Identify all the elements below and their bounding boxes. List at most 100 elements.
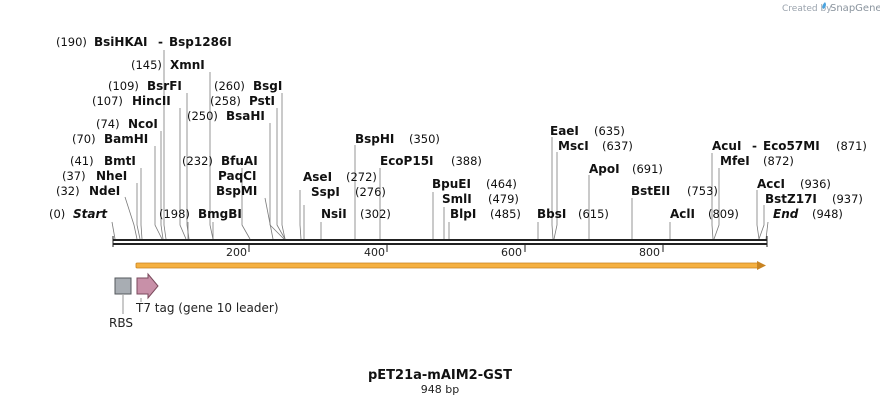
- site-nhei[interactable]: (37) NheI: [62, 169, 127, 183]
- svg-text:BbsI: BbsI: [537, 207, 566, 221]
- site-eaei[interactable]: EaeI (635): [550, 124, 625, 138]
- site-bspmi[interactable]: BspMI: [216, 184, 257, 198]
- svg-text:NcoI: NcoI: [128, 117, 158, 131]
- rbs-label: RBS: [109, 316, 133, 330]
- tick-label-800: 800: [639, 246, 660, 259]
- svg-text:NdeI: NdeI: [89, 184, 120, 198]
- site-psti[interactable]: (258) PstI: [210, 94, 275, 108]
- svg-text:AccI: AccI: [757, 177, 785, 191]
- site-smli[interactable]: SmlI (479): [442, 192, 519, 206]
- svg-text:BsgI: BsgI: [253, 79, 282, 93]
- site-acci[interactable]: AccI (936): [757, 177, 831, 191]
- site-start[interactable]: (0) Start: [49, 207, 108, 221]
- svg-text:(637): (637): [602, 139, 633, 153]
- scale-ruler: 200 400 600 800: [226, 244, 664, 259]
- site-sspi[interactable]: SspI (276): [311, 185, 386, 199]
- svg-text:(948): (948): [812, 207, 843, 221]
- svg-text:(691): (691): [632, 162, 663, 176]
- site-acui[interactable]: AcuI - Eco57MI (871): [712, 139, 867, 153]
- svg-text:(190): (190): [56, 35, 87, 49]
- svg-text:-: -: [752, 139, 757, 153]
- tick-label-600: 600: [501, 246, 522, 259]
- site-ndei[interactable]: (32) NdeI: [56, 184, 120, 198]
- site-bsgi[interactable]: (260) BsgI: [214, 79, 282, 93]
- svg-text:(615): (615): [578, 207, 609, 221]
- svg-text:-: -: [158, 35, 163, 49]
- site-bamhi[interactable]: (70) BamHI: [72, 132, 148, 146]
- site-acli[interactable]: AclI (809): [670, 207, 739, 221]
- svg-text:XmnI: XmnI: [170, 58, 205, 72]
- snapgene-credit: Created by SnapGene: [782, 2, 880, 14]
- svg-text:(260): (260): [214, 79, 245, 93]
- svg-text:BsaHI: BsaHI: [226, 109, 265, 123]
- svg-text:(145): (145): [131, 58, 162, 72]
- tick-label-400: 400: [364, 246, 385, 259]
- sequence-backbone: [112, 236, 768, 247]
- svg-text:BsiHKAI: BsiHKAI: [94, 35, 148, 49]
- site-bbsi[interactable]: BbsI (615): [537, 207, 609, 221]
- orf-feature-arrow[interactable]: [135, 261, 766, 270]
- site-apoi[interactable]: ApoI (691): [589, 162, 663, 176]
- site-xmni[interactable]: (145) XmnI: [131, 58, 205, 72]
- svg-text:NheI: NheI: [96, 169, 127, 183]
- restriction-site-labels: (190) BsiHKAI - Bsp1286I (145) XmnI (109…: [49, 35, 867, 221]
- svg-text:BstEII: BstEII: [631, 184, 670, 198]
- svg-text:AseI: AseI: [303, 170, 332, 184]
- svg-text:BstZ17I: BstZ17I: [765, 192, 817, 206]
- site-mfei[interactable]: MfeI (872): [720, 154, 794, 168]
- svg-text:EaeI: EaeI: [550, 124, 579, 138]
- site-bsihkai[interactable]: (190) BsiHKAI - Bsp1286I: [56, 35, 232, 49]
- svg-text:BamHI: BamHI: [104, 132, 148, 146]
- rbs-feature[interactable]: RBS: [109, 277, 133, 330]
- svg-text:AcuI: AcuI: [712, 139, 741, 153]
- site-bstz17i[interactable]: BstZ17I (937): [765, 192, 863, 206]
- credit-prefix: Created by: [782, 4, 832, 14]
- site-bsteii[interactable]: BstEII (753): [631, 184, 718, 198]
- svg-text:NsiI: NsiI: [321, 207, 347, 221]
- credit-brand: SnapGene: [830, 3, 880, 14]
- svg-text:BpuEI: BpuEI: [432, 177, 471, 191]
- site-bmti[interactable]: (41) BmtI: [70, 154, 136, 168]
- site-bsrfi[interactable]: (109) BsrFI: [108, 79, 182, 93]
- svg-text:(753): (753): [687, 184, 718, 198]
- site-bfuai[interactable]: (232) BfuAI: [182, 154, 258, 168]
- site-asei[interactable]: AseI (272): [303, 170, 377, 184]
- svg-text:(41): (41): [70, 154, 94, 168]
- site-bsphi[interactable]: BspHI (350): [355, 132, 440, 146]
- svg-text:BsrFI: BsrFI: [147, 79, 182, 93]
- svg-text:(258): (258): [210, 94, 241, 108]
- site-msci[interactable]: MscI (637): [558, 139, 633, 153]
- svg-text:(871): (871): [836, 139, 867, 153]
- svg-text:(635): (635): [594, 124, 625, 138]
- site-hincii[interactable]: (107) HincII: [92, 94, 171, 108]
- svg-text:MfeI: MfeI: [720, 154, 750, 168]
- t7-tag-feature[interactable]: T7 tag (gene 10 leader): [135, 272, 279, 315]
- svg-text:(936): (936): [800, 177, 831, 191]
- site-bmgbi[interactable]: (198) BmgBI: [159, 207, 242, 221]
- site-ncoi[interactable]: (74) NcoI: [96, 117, 158, 131]
- site-blpi[interactable]: BlpI (485): [450, 207, 521, 221]
- svg-text:(388): (388): [451, 154, 482, 168]
- site-end[interactable]: End (948): [773, 207, 843, 221]
- svg-text:SspI: SspI: [311, 185, 340, 199]
- svg-text:(70): (70): [72, 132, 96, 146]
- svg-text:Start: Start: [73, 207, 108, 221]
- svg-text:BmtI: BmtI: [104, 154, 136, 168]
- svg-text:(198): (198): [159, 207, 190, 221]
- svg-text:(485): (485): [490, 207, 521, 221]
- t7-tag-label: T7 tag (gene 10 leader): [135, 301, 279, 315]
- site-bpuei[interactable]: BpuEI (464): [432, 177, 517, 191]
- svg-text:BspMI: BspMI: [216, 184, 257, 198]
- svg-text:(276): (276): [355, 185, 386, 199]
- site-bsahi[interactable]: (250) BsaHI: [187, 109, 265, 123]
- svg-text:End: End: [773, 207, 799, 221]
- svg-text:PaqCI: PaqCI: [218, 169, 256, 183]
- svg-text:(74): (74): [96, 117, 120, 131]
- svg-text:Bsp1286I: Bsp1286I: [169, 35, 232, 49]
- svg-text:AclI: AclI: [670, 207, 695, 221]
- svg-text:SmlI: SmlI: [442, 192, 472, 206]
- site-paqci[interactable]: PaqCI: [218, 169, 256, 183]
- plasmid-length: 948 bp: [421, 383, 459, 396]
- site-nsii[interactable]: NsiI (302): [321, 207, 391, 221]
- site-ecop15i[interactable]: EcoP15I (388): [380, 154, 482, 168]
